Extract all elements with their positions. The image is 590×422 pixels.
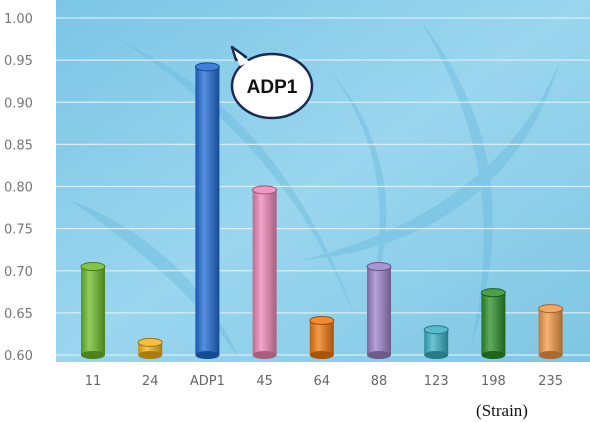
bar-235 (538, 304, 564, 359)
bar-top (194, 62, 220, 72)
bar-top (480, 288, 506, 298)
y-axis-ticks: 0.60 0.65 0.70 0.75 0.80 0.85 0.90 0.95 1.00 (4, 12, 33, 364)
adp1-callout: ADP1 (230, 45, 314, 120)
x-tick-label: 123 (424, 374, 449, 389)
x-axis-ticks: 11 24 ADP1 45 64 88 123 198 235 (85, 374, 563, 389)
bar-123 (423, 325, 449, 359)
bar-11 (80, 262, 106, 359)
callout-label: ADP1 (247, 77, 298, 98)
bar-body (252, 189, 277, 355)
x-tick-label: 11 (85, 374, 102, 389)
x-tick-label: 45 (256, 374, 273, 389)
y-tick-label: 0.70 (4, 265, 33, 280)
bar-base (81, 351, 105, 359)
x-tick-label: 24 (142, 374, 159, 389)
bar-top (423, 325, 449, 335)
y-tick-label: 0.80 (4, 181, 33, 196)
y-tick-label: 0.85 (4, 138, 33, 153)
bar-ADP1 (194, 62, 220, 359)
bar-top (366, 262, 392, 272)
bars (80, 62, 564, 359)
bar-198 (480, 288, 506, 359)
bar-top (252, 185, 278, 195)
bar-top (309, 315, 335, 325)
y-tick-label: 0.95 (4, 54, 33, 69)
bar-body (538, 308, 563, 355)
bar-base (195, 351, 220, 359)
plot-background (56, 0, 590, 362)
x-tick-label: 235 (538, 374, 563, 389)
y-tick-label: 0.65 (4, 307, 33, 322)
y-tick-label: 0.60 (4, 349, 33, 364)
bar-base (138, 351, 163, 359)
bar-base (538, 351, 563, 359)
bar-top (80, 262, 106, 272)
y-tick-label: 0.90 (4, 96, 33, 111)
bar-top (538, 304, 564, 314)
bar-body (309, 320, 334, 355)
bar-base (252, 351, 277, 359)
bar-base (367, 351, 391, 359)
x-tick-label: 198 (481, 374, 506, 389)
x-tick-label: 64 (314, 374, 331, 389)
bar-base (309, 351, 334, 359)
background-leaves (70, 20, 560, 360)
bar-body (367, 266, 391, 355)
x-axis-title: (Strain) (476, 401, 528, 420)
bar-88 (366, 262, 392, 359)
bar-64 (309, 315, 335, 359)
bar-body (81, 266, 105, 355)
x-tick-label: 88 (371, 374, 388, 389)
bar-base (424, 351, 449, 359)
bar-45 (252, 185, 278, 359)
y-tick-label: 0.75 (4, 223, 33, 238)
bar-24 (137, 337, 163, 359)
bar-body (481, 292, 506, 355)
bar-top (137, 337, 163, 347)
bar-body (195, 66, 220, 356)
x-tick-label: ADP1 (190, 374, 225, 389)
y-tick-label: 1.00 (4, 12, 33, 27)
bar-base (481, 351, 506, 359)
